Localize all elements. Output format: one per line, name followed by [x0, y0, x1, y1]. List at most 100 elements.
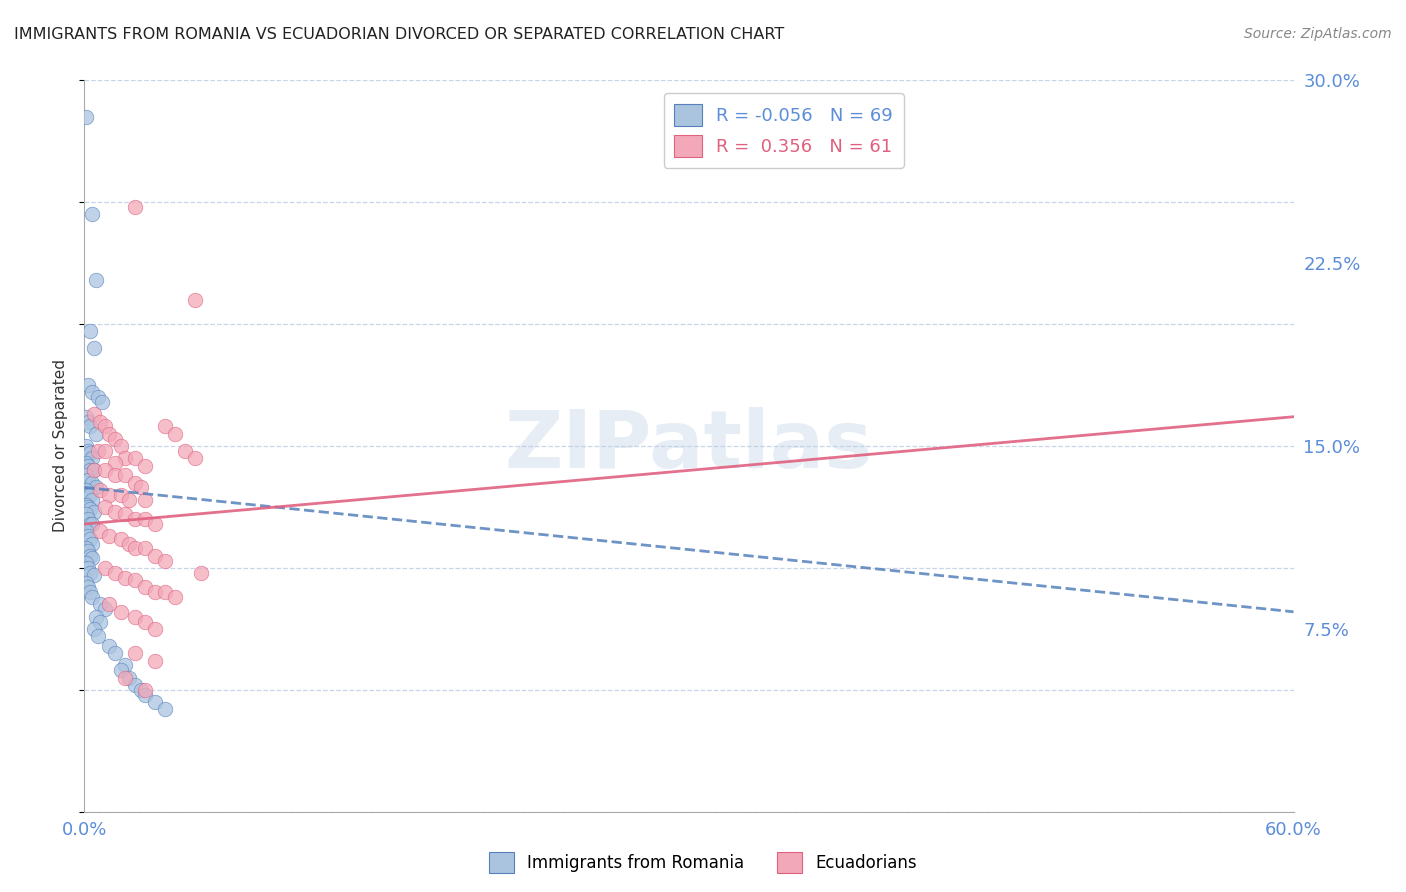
Point: [124, 609, 146, 624]
Point: [114, 468, 136, 483]
Point: [77, 458, 100, 473]
Point: [87, 390, 110, 404]
Point: [83, 568, 105, 582]
Point: [83, 505, 105, 519]
Point: [93, 500, 115, 514]
Point: [83, 407, 105, 421]
Point: [104, 505, 127, 519]
Point: [143, 549, 166, 563]
Point: [104, 646, 127, 660]
Point: [79, 532, 101, 546]
Point: [82, 385, 104, 400]
Point: [124, 678, 146, 692]
Point: [89, 598, 111, 612]
Point: [75, 508, 97, 522]
Point: [184, 451, 207, 466]
Point: [83, 463, 105, 477]
Point: [97, 488, 120, 502]
Point: [77, 561, 100, 575]
Point: [97, 639, 120, 653]
Point: [110, 663, 132, 677]
Point: [75, 468, 97, 483]
Point: [75, 556, 97, 570]
Point: [118, 492, 141, 507]
Point: [91, 395, 114, 409]
Point: [89, 415, 111, 429]
Point: [82, 536, 104, 550]
Point: [86, 609, 108, 624]
Point: [124, 475, 146, 490]
Point: [75, 483, 97, 497]
Point: [97, 529, 120, 543]
Point: [77, 378, 100, 392]
Point: [134, 581, 156, 595]
Point: [82, 516, 104, 531]
Point: [153, 419, 176, 434]
Point: [134, 682, 156, 697]
Point: [77, 581, 100, 595]
Point: [165, 426, 187, 441]
Point: [110, 605, 132, 619]
Point: [89, 483, 111, 497]
Point: [77, 512, 100, 526]
Point: [77, 488, 100, 502]
Point: [86, 273, 108, 287]
Point: [75, 439, 97, 453]
Point: [87, 629, 110, 643]
Point: [93, 561, 115, 575]
Point: [79, 502, 101, 516]
Point: [143, 695, 166, 709]
Point: [124, 200, 146, 214]
Point: [77, 529, 100, 543]
Point: [114, 658, 136, 673]
Legend: Immigrants from Romania, Ecuadorians: Immigrants from Romania, Ecuadorians: [482, 846, 924, 880]
Point: [124, 573, 146, 587]
Point: [174, 443, 197, 458]
Point: [134, 541, 156, 556]
Point: [134, 688, 156, 702]
Point: [104, 456, 127, 470]
Text: IMMIGRANTS FROM ROMANIA VS ECUADORIAN DIVORCED OR SEPARATED CORRELATION CHART: IMMIGRANTS FROM ROMANIA VS ECUADORIAN DI…: [14, 27, 785, 42]
Point: [82, 492, 104, 507]
Y-axis label: Divorced or Separated: Divorced or Separated: [53, 359, 69, 533]
Point: [82, 475, 104, 490]
Point: [124, 541, 146, 556]
Point: [104, 468, 127, 483]
Point: [110, 488, 132, 502]
Point: [89, 524, 111, 539]
Point: [89, 615, 111, 629]
Point: [86, 480, 108, 494]
Point: [114, 451, 136, 466]
Point: [143, 654, 166, 668]
Point: [143, 622, 166, 636]
Point: [97, 426, 120, 441]
Point: [114, 508, 136, 522]
Point: [77, 473, 100, 487]
Point: [153, 585, 176, 599]
Point: [134, 492, 156, 507]
Point: [114, 571, 136, 585]
Point: [93, 463, 115, 477]
Point: [153, 702, 176, 716]
Point: [87, 443, 110, 458]
Point: [93, 602, 115, 616]
Point: [134, 458, 156, 473]
Point: [93, 443, 115, 458]
Point: [143, 516, 166, 531]
Point: [110, 439, 132, 453]
Point: [82, 551, 104, 566]
Point: [153, 553, 176, 567]
Point: [77, 500, 100, 514]
Point: [124, 646, 146, 660]
Point: [77, 443, 100, 458]
Point: [97, 598, 120, 612]
Point: [165, 590, 187, 604]
Point: [86, 426, 108, 441]
Text: ZIPatlas: ZIPatlas: [505, 407, 873, 485]
Point: [77, 415, 100, 429]
Point: [104, 566, 127, 580]
Point: [79, 549, 101, 563]
Point: [79, 488, 101, 502]
Point: [79, 325, 101, 339]
Point: [77, 544, 100, 558]
